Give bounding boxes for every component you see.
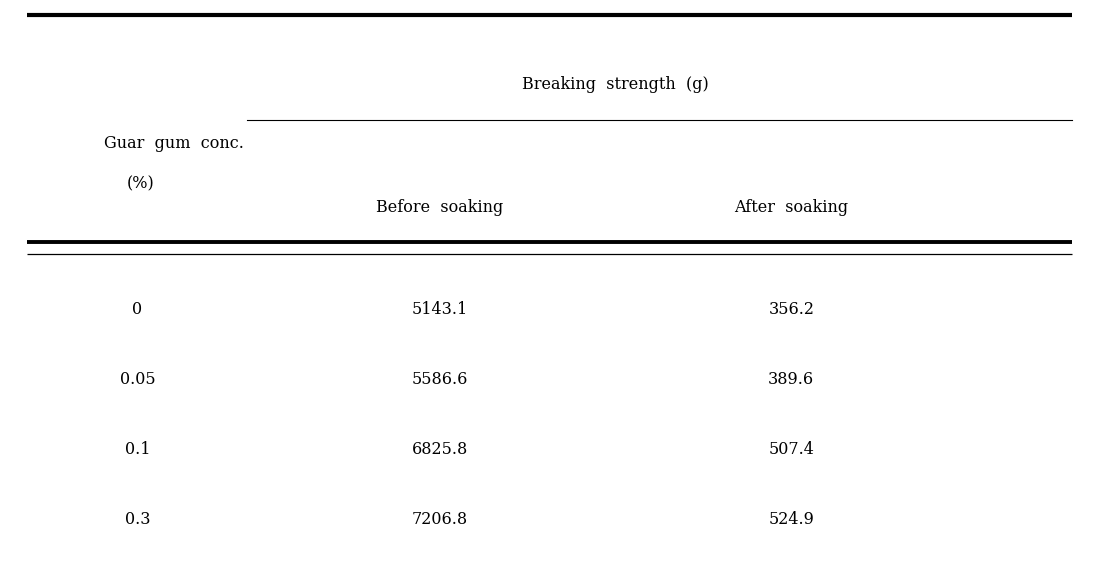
- Text: Guar  gum  conc.: Guar gum conc.: [104, 134, 244, 152]
- Text: 0.1: 0.1: [124, 441, 151, 458]
- Text: 507.4: 507.4: [768, 441, 814, 458]
- Text: After  soaking: After soaking: [734, 199, 848, 216]
- Text: (%): (%): [126, 175, 154, 193]
- Text: 389.6: 389.6: [768, 371, 814, 388]
- Text: 6825.8: 6825.8: [411, 441, 468, 458]
- Text: 0.05: 0.05: [120, 371, 155, 388]
- Text: 356.2: 356.2: [768, 301, 814, 318]
- Text: 5586.6: 5586.6: [411, 371, 468, 388]
- Text: 7206.8: 7206.8: [411, 511, 468, 529]
- Text: Breaking  strength  (g): Breaking strength (g): [522, 76, 709, 93]
- Text: 5143.1: 5143.1: [411, 301, 468, 318]
- Text: Before  soaking: Before soaking: [376, 199, 503, 216]
- Text: 524.9: 524.9: [768, 511, 814, 529]
- Text: 0: 0: [132, 301, 143, 318]
- Text: 0.3: 0.3: [124, 511, 151, 529]
